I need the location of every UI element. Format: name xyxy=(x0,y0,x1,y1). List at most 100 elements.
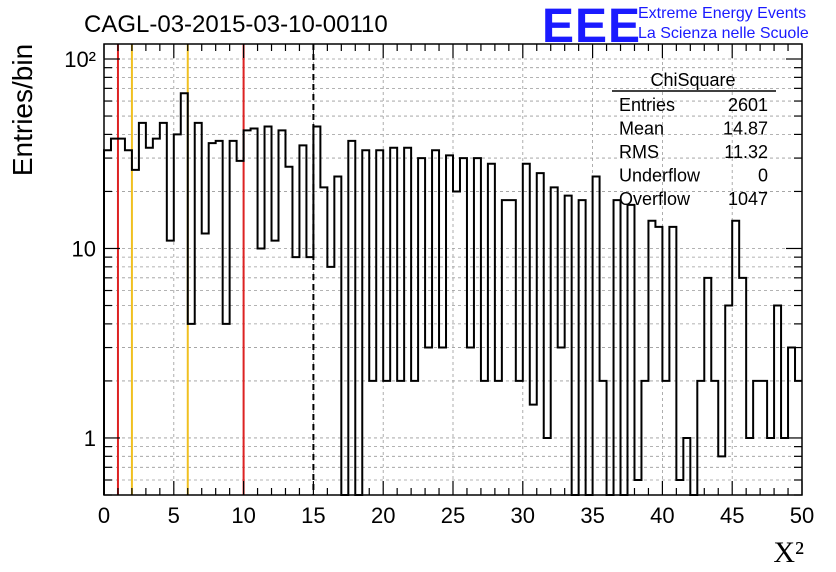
stats-value: 11.32 xyxy=(724,142,768,162)
histogram-bin xyxy=(453,191,460,495)
x-tick-label: 10 xyxy=(231,503,255,528)
histogram-bin xyxy=(362,150,369,495)
histogram-bin xyxy=(181,93,188,495)
histogram-bin xyxy=(285,167,292,495)
histogram-bin xyxy=(167,241,174,495)
eee-logo: EEE Extreme Energy Events La Scienza nel… xyxy=(542,0,809,53)
histogram-bin xyxy=(739,278,746,495)
histogram-bin xyxy=(648,221,655,495)
x-axis-label: X² xyxy=(773,536,804,569)
histogram-bin xyxy=(320,187,327,495)
histogram-bin xyxy=(209,143,216,495)
histogram-bin xyxy=(306,257,313,495)
histogram-bin xyxy=(425,348,432,495)
histogram-bin xyxy=(118,139,125,495)
histogram-bin xyxy=(676,480,683,495)
histogram-bin xyxy=(258,248,265,495)
histogram-bin xyxy=(488,164,495,495)
x-tick-label: 50 xyxy=(790,503,814,528)
histogram-outline xyxy=(103,92,802,496)
x-tick-label: 45 xyxy=(720,503,744,528)
x-tick-label: 35 xyxy=(580,503,604,528)
histogram-bin xyxy=(348,141,355,495)
histogram-bin xyxy=(251,128,258,495)
histogram-bin xyxy=(230,141,237,495)
histogram-bin xyxy=(188,324,195,495)
stats-value: 14.87 xyxy=(723,119,768,139)
histogram-bin xyxy=(774,306,781,495)
histogram-bin xyxy=(272,241,279,495)
histogram-bin xyxy=(558,348,565,495)
histogram-bin xyxy=(551,187,558,495)
logo-line-2: La Scienza nelle Scuole xyxy=(638,25,809,42)
histogram-bin xyxy=(432,150,439,495)
histogram-bin xyxy=(292,257,299,495)
stats-label: RMS xyxy=(619,142,659,162)
histogram-bin xyxy=(223,324,230,495)
histogram-bin xyxy=(174,134,181,495)
stats-label: Overflow xyxy=(619,189,691,209)
x-tick-label: 40 xyxy=(650,503,674,528)
histogram-bin xyxy=(139,123,146,495)
stats-label: Mean xyxy=(619,119,664,139)
y-tick-label: 1 xyxy=(84,426,96,451)
histogram-bin xyxy=(125,150,132,495)
reference-lines xyxy=(116,44,315,495)
y-tick-label: 10² xyxy=(64,47,96,72)
histogram-bin xyxy=(634,480,641,495)
x-tick-label: 30 xyxy=(511,503,535,528)
histogram-bin xyxy=(460,158,467,495)
histogram-bin xyxy=(279,130,286,495)
histogram-bin xyxy=(418,158,425,495)
y-tick-label: 10 xyxy=(72,236,96,261)
histogram-bin xyxy=(446,155,453,495)
histogram-bin xyxy=(565,196,572,495)
histogram-bin xyxy=(732,221,739,495)
histogram-bin xyxy=(334,176,341,495)
histogram-bin xyxy=(718,456,725,495)
histogram-bin xyxy=(530,405,537,495)
histogram-bin xyxy=(390,148,397,495)
stats-value: 1047 xyxy=(728,189,768,209)
stats-value: 2601 xyxy=(728,95,768,115)
histogram-bin xyxy=(104,150,111,495)
histogram-bin xyxy=(202,233,209,495)
plot-frame xyxy=(103,43,803,496)
histogram-bin xyxy=(313,127,320,495)
histogram-bin xyxy=(439,348,446,495)
x-tick-label: 15 xyxy=(301,503,325,528)
x-tick-label: 25 xyxy=(441,503,465,528)
histogram-bin xyxy=(474,158,481,495)
histogram-bin xyxy=(237,161,244,495)
histogram-bin xyxy=(111,139,118,495)
histogram-bin xyxy=(788,348,795,495)
stats-name: ChiSquare xyxy=(650,70,735,90)
histogram-bin xyxy=(725,306,732,495)
histogram-bin xyxy=(299,145,306,495)
x-tick-label: 5 xyxy=(168,503,180,528)
chart-title: CAGL-03-2015-03-10-00110 xyxy=(84,11,388,38)
histogram-bin xyxy=(195,123,202,495)
histogram-bin xyxy=(704,278,711,495)
logo-line-1: Extreme Energy Events xyxy=(638,5,806,22)
histogram-bin xyxy=(146,148,153,495)
histogram-bin xyxy=(153,139,160,495)
stats-value: 0 xyxy=(758,166,768,186)
x-tick-label: 20 xyxy=(371,503,395,528)
histogram-bin xyxy=(404,148,411,495)
histogram xyxy=(103,92,802,496)
stats-label: Entries xyxy=(619,95,675,115)
histogram-bin xyxy=(523,164,530,495)
histogram-bin xyxy=(216,141,223,495)
histogram-bin xyxy=(160,123,167,495)
logo-mark: EEE xyxy=(542,0,641,53)
histogram-bin xyxy=(467,348,474,495)
x-tick-label: 0 xyxy=(98,503,110,528)
histogram-bin xyxy=(265,127,272,495)
y-axis-label: Entries/bin xyxy=(7,44,38,176)
histogram-bin xyxy=(376,150,383,495)
histogram-bin xyxy=(244,130,251,495)
stats-label: Underflow xyxy=(619,166,701,186)
histogram-bin xyxy=(593,176,600,495)
